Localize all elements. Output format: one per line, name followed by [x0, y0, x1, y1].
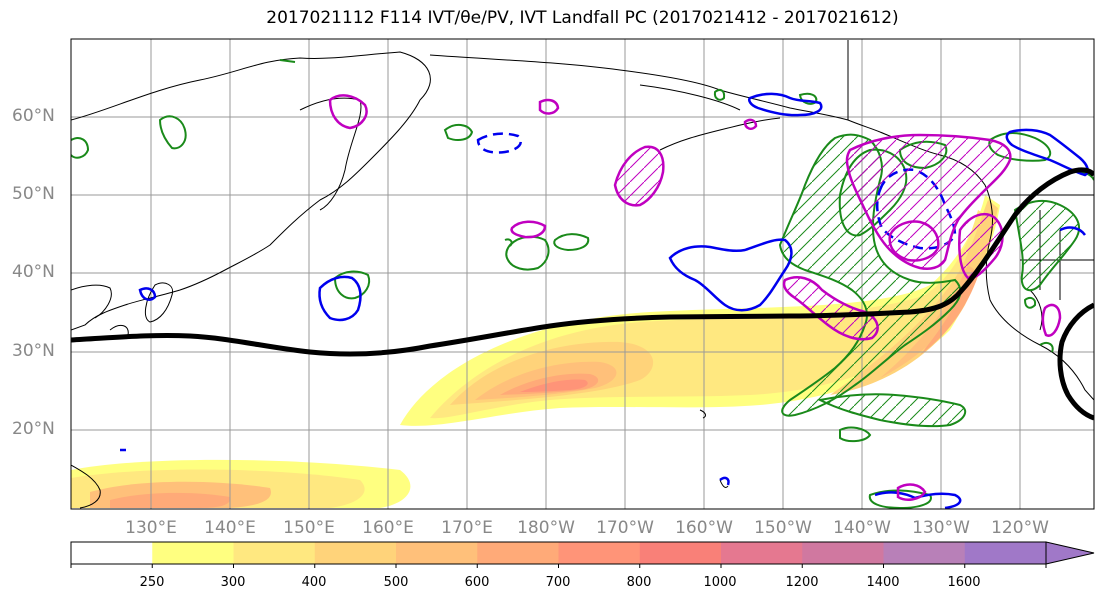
lon-label-160w: 160°W	[675, 518, 733, 538]
pv-contours-blue-dashed	[476, 132, 957, 250]
figure-title: 2017021112 F114 IVT/θe/PV, IVT Landfall …	[266, 8, 899, 28]
lon-label-150e: 150°E	[283, 518, 335, 538]
lat-label-40: 40°N	[12, 262, 55, 282]
colorbar-bin	[314, 542, 397, 564]
colorbar-label-1000: 1000	[703, 575, 737, 590]
lon-label-120w: 120°W	[991, 518, 1049, 538]
colorbar-ticks	[70, 564, 1047, 568]
colorbar-label-600: 600	[464, 575, 490, 590]
lon-label-130w: 130°W	[912, 518, 970, 538]
map-panel	[71, 39, 1094, 509]
colorbar-bin	[802, 542, 884, 564]
lon-label-140e: 140°E	[204, 518, 256, 538]
colorbar-bin	[964, 542, 1047, 564]
lon-label-180w: 180°W	[517, 518, 575, 538]
colorbar-bin	[152, 542, 234, 564]
lat-label-60: 60°N	[12, 106, 55, 126]
colorbar-label-300: 300	[220, 575, 246, 590]
colorbar-bin	[883, 542, 966, 564]
colorbar-label-500: 500	[383, 575, 409, 590]
lon-label-160e: 160°E	[362, 518, 414, 538]
lat-label-30: 30°N	[12, 341, 55, 361]
pv-contours-blue	[120, 92, 1089, 509]
colorbar-bins	[71, 542, 1047, 564]
colorbar-label-700: 700	[545, 575, 571, 590]
colorbar-bin	[721, 542, 803, 564]
colorbar-label-250: 250	[139, 575, 165, 590]
colorbar-label-400: 400	[301, 575, 327, 590]
lon-label-170w: 170°W	[596, 518, 654, 538]
colorbar-extend-arrow	[1045, 541, 1095, 565]
lon-label-130e: 130°E	[125, 518, 177, 538]
lat-label-20: 20°N	[12, 419, 55, 439]
colorbar	[70, 541, 1095, 568]
colorbar-label-800: 800	[626, 575, 652, 590]
colorbar-label-1400: 1400	[866, 575, 900, 590]
map-frame	[70, 38, 1095, 510]
lat-label-50: 50°N	[12, 184, 55, 204]
colorbar-bin	[396, 542, 478, 564]
colorbar-label-1200: 1200	[785, 575, 819, 590]
lon-label-150w: 150°W	[754, 518, 812, 538]
ivt-landfall-pc-line	[71, 167, 1094, 421]
colorbar-bin	[477, 542, 559, 564]
pv-contours-magenta	[328, 94, 1062, 501]
colorbar-bin	[558, 542, 641, 564]
colorbar-bin	[639, 542, 722, 564]
colorbar-bin	[71, 542, 153, 564]
colorbar-label-1600: 1600	[947, 575, 981, 590]
colorbar-bin	[233, 542, 316, 564]
gridlines	[71, 39, 1094, 509]
lon-label-140w: 140°W	[833, 518, 891, 538]
lon-label-170e: 170°E	[441, 518, 493, 538]
